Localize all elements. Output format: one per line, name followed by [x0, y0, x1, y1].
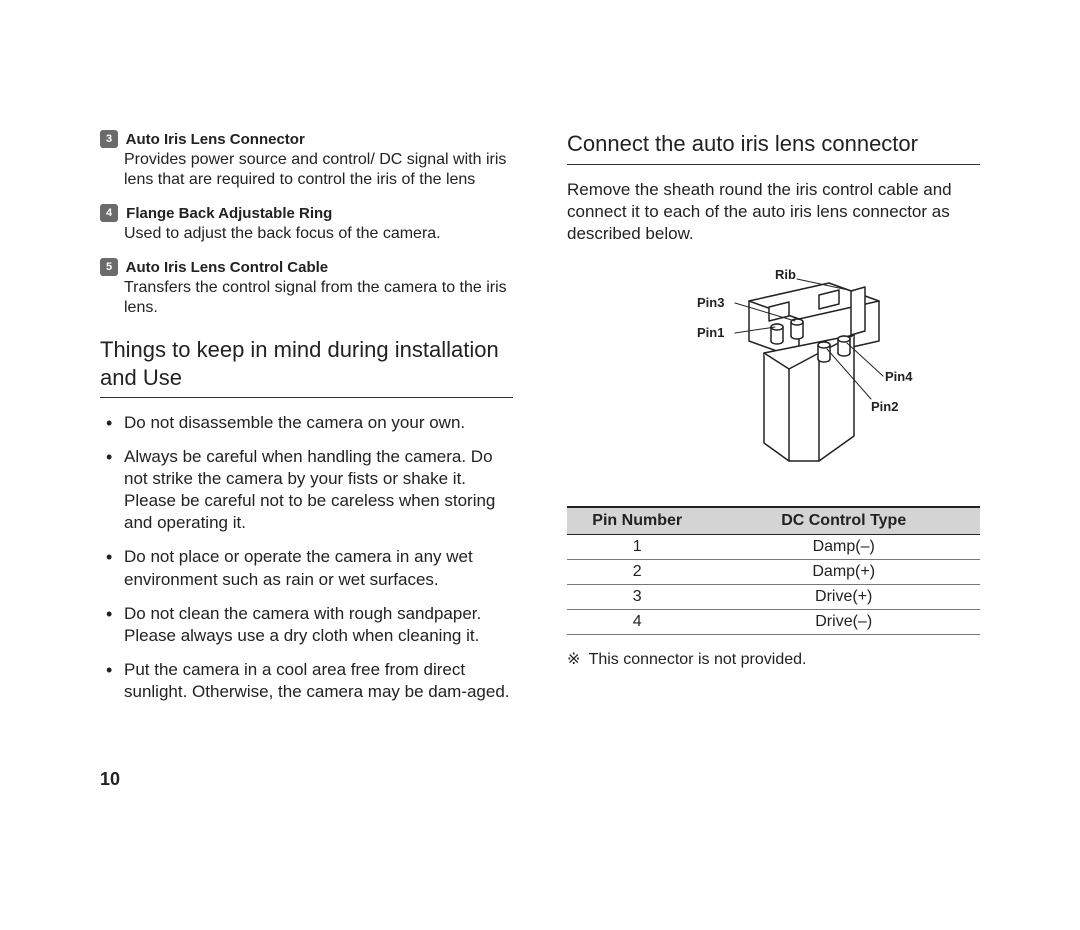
list-item: Put the camera in a cool area free from …: [124, 659, 513, 703]
pin-table: Pin Number DC Control Type 1 Damp(–) 2 D…: [567, 506, 980, 635]
footnote: ※ This connector is not provided.: [567, 649, 980, 669]
intro-paragraph: Remove the sheath round the iris control…: [567, 179, 980, 245]
definition-body: Transfers the control signal from the ca…: [100, 278, 513, 318]
definition-item: 4 Flange Back Adjustable Ring Used to ad…: [100, 204, 513, 244]
note-symbol-icon: ※: [567, 651, 580, 668]
list-item: Do not clean the camera with rough sandp…: [124, 603, 513, 647]
diagram-label-pin3: Pin3: [697, 295, 724, 310]
definition-body: Provides power source and control/ DC si…: [100, 150, 513, 190]
table-row: 2 Damp(+): [567, 559, 980, 584]
dc-type-cell: Drive(–): [707, 609, 980, 634]
pin-number-cell: 3: [567, 584, 707, 609]
precautions-list: Do not disassemble the camera on your ow…: [100, 412, 513, 703]
table-row: 4 Drive(–): [567, 609, 980, 634]
definition-title: 3 Auto Iris Lens Connector: [100, 130, 513, 148]
diagram-label-pin4: Pin4: [885, 369, 913, 384]
right-column: Connect the auto iris lens connector Rem…: [567, 130, 980, 715]
left-column: 3 Auto Iris Lens Connector Provides powe…: [100, 130, 513, 715]
definition-title: 4 Flange Back Adjustable Ring: [100, 204, 513, 222]
table-row: 3 Drive(+): [567, 584, 980, 609]
list-item: Do not place or operate the camera in an…: [124, 546, 513, 590]
pin-number-cell: 4: [567, 609, 707, 634]
dc-type-cell: Damp(+): [707, 559, 980, 584]
diagram-label-rib: Rib: [775, 267, 796, 282]
connector-svg: Rib Pin3 Pin1 Pin4 Pin2: [619, 261, 929, 481]
section-heading-installation: Things to keep in mind during installati…: [100, 336, 513, 398]
definition-title: 5 Auto Iris Lens Control Cable: [100, 258, 513, 276]
definition-item: 5 Auto Iris Lens Control Cable Transfers…: [100, 258, 513, 318]
dc-control-type-header: DC Control Type: [707, 507, 980, 535]
definition-term: Flange Back Adjustable Ring: [126, 205, 332, 222]
definition-term: Auto Iris Lens Control Cable: [126, 259, 329, 276]
pin-number-header: Pin Number: [567, 507, 707, 535]
item-number-badge: 3: [100, 130, 118, 148]
item-number-badge: 4: [100, 204, 118, 222]
table-header-row: Pin Number DC Control Type: [567, 507, 980, 535]
pin-number-cell: 1: [567, 534, 707, 559]
page-number: 10: [100, 769, 120, 790]
definition-term: Auto Iris Lens Connector: [126, 131, 305, 148]
list-item: Do not disassemble the camera on your ow…: [124, 412, 513, 434]
two-column-layout: 3 Auto Iris Lens Connector Provides powe…: [100, 130, 980, 715]
diagram-label-pin1: Pin1: [697, 325, 724, 340]
note-text: This connector is not provided.: [589, 651, 807, 668]
section-heading-connector: Connect the auto iris lens connector: [567, 130, 980, 165]
item-number-badge: 5: [100, 258, 118, 276]
table-row: 1 Damp(–): [567, 534, 980, 559]
connector-diagram: Rib Pin3 Pin1 Pin4 Pin2: [567, 261, 980, 486]
list-item: Always be careful when handling the came…: [124, 446, 513, 534]
definition-item: 3 Auto Iris Lens Connector Provides powe…: [100, 130, 513, 190]
pin-number-cell: 2: [567, 559, 707, 584]
definition-body: Used to adjust the back focus of the cam…: [100, 224, 513, 244]
dc-type-cell: Damp(–): [707, 534, 980, 559]
diagram-label-pin2: Pin2: [871, 399, 898, 414]
dc-type-cell: Drive(+): [707, 584, 980, 609]
